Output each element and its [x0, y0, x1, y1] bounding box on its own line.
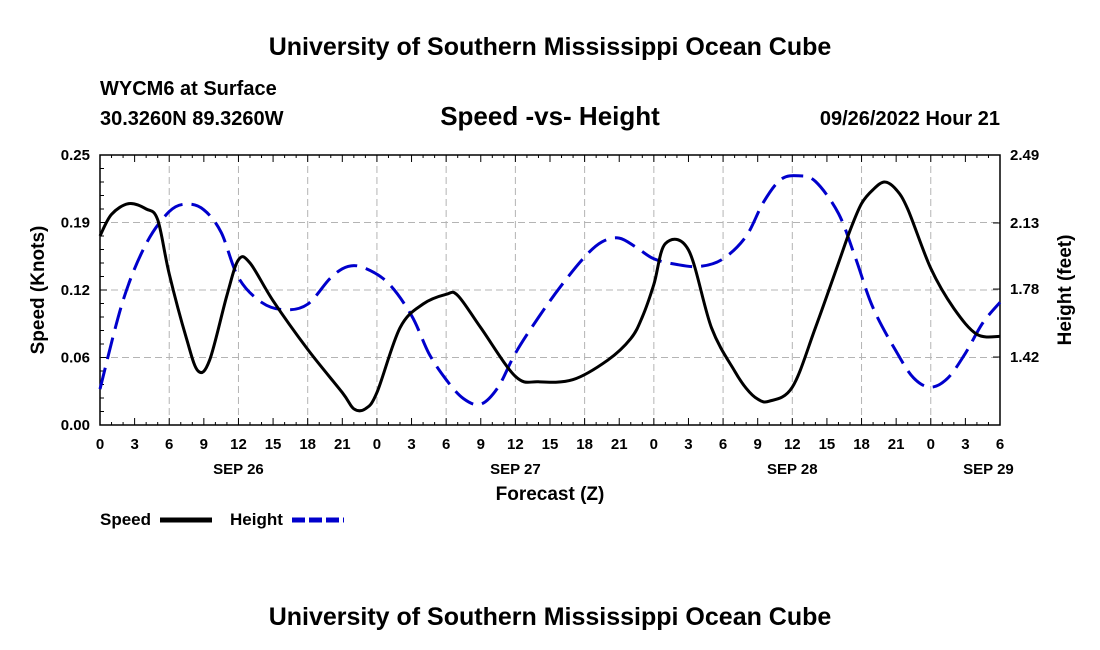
x-tick-label: 9 [754, 436, 762, 453]
x-tick-label: 6 [719, 436, 727, 453]
x-tick-label: 18 [853, 436, 870, 453]
right-tick-label: 2.49 [1010, 147, 1039, 164]
footer-title: University of Southern Mississippi Ocean… [269, 603, 832, 631]
left-tick-label: 0.19 [61, 215, 90, 232]
main-title: University of Southern Mississippi Ocean… [269, 33, 832, 61]
height-series-line [98, 174, 1002, 407]
right-axis-labels: 1.42 1.78 2.13 2.49 [1010, 147, 1039, 366]
legend-speed-label: Speed [100, 510, 151, 529]
x-axis-title: Forecast (Z) [496, 484, 605, 505]
x-tick-label: 9 [477, 436, 485, 453]
x-tick-label: 15 [542, 436, 559, 453]
chart-grid [100, 155, 1000, 425]
right-tick-label: 1.78 [1010, 281, 1039, 298]
right-tick-label: 2.13 [1010, 215, 1039, 232]
x-tick-label: 15 [819, 436, 836, 453]
x-tick-label: 0 [927, 436, 935, 453]
legend-height-label: Height [230, 510, 283, 529]
x-tick-label: 6 [442, 436, 450, 453]
left-tick-label: 0.25 [61, 147, 90, 164]
date-label: SEP 27 [490, 461, 541, 478]
date-label: SEP 28 [767, 461, 818, 478]
x-tick-label: 0 [650, 436, 658, 453]
date-label: SEP 26 [213, 461, 264, 478]
left-tick-label: 0.06 [61, 350, 90, 367]
x-tick-label: 3 [684, 436, 692, 453]
location-label: 30.3260N 89.3260W [100, 108, 284, 130]
x-tick-label: 12 [230, 436, 247, 453]
date-labels: SEP 26 SEP 27 SEP 28 SEP 29 [213, 461, 1014, 478]
chart-subtitle: Speed -vs- Height [440, 101, 660, 131]
x-tick-label: 3 [961, 436, 969, 453]
speed-series-line [98, 180, 1001, 413]
right-axis-title: Height (feet) [1055, 235, 1076, 346]
x-tick-label: 3 [407, 436, 415, 453]
x-tick-label: 0 [373, 436, 381, 453]
x-tick-label: 6 [165, 436, 173, 453]
date-label: SEP 29 [963, 461, 1014, 478]
x-tick-label: 3 [130, 436, 138, 453]
left-axis-labels: 0.00 0.06 0.12 0.19 0.25 [61, 147, 90, 434]
station-label: WYCM6 at Surface [100, 78, 277, 100]
x-tick-label: 21 [888, 436, 905, 453]
right-tick-label: 1.42 [1010, 349, 1039, 366]
left-axis-title: Speed (Knots) [28, 226, 49, 355]
forecast-date: 09/26/2022 Hour 21 [820, 108, 1000, 130]
x-tick-label: 21 [334, 436, 351, 453]
x-tick-label: 9 [200, 436, 208, 453]
x-tick-label: 0 [96, 436, 104, 453]
axis-ticks [99, 154, 1001, 426]
x-axis-labels: 0 3 6 9 12 15 18 21 0 3 6 9 12 15 18 21 0 3 6 9 12 15 18 21 0 3 6 [96, 436, 1004, 453]
left-tick-label: 0.12 [61, 282, 90, 299]
x-tick-label: 18 [576, 436, 593, 453]
x-tick-label: 15 [265, 436, 282, 453]
left-tick-label: 0.00 [61, 417, 90, 434]
x-tick-label: 6 [996, 436, 1004, 453]
x-tick-label: 21 [611, 436, 628, 453]
x-tick-label: 12 [784, 436, 801, 453]
x-tick-label: 18 [299, 436, 316, 453]
x-tick-label: 12 [507, 436, 524, 453]
